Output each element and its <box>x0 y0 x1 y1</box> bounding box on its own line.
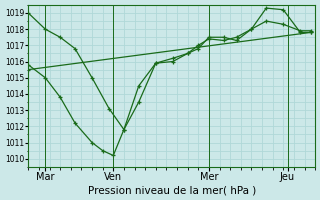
X-axis label: Pression niveau de la mer( hPa ): Pression niveau de la mer( hPa ) <box>88 185 256 195</box>
